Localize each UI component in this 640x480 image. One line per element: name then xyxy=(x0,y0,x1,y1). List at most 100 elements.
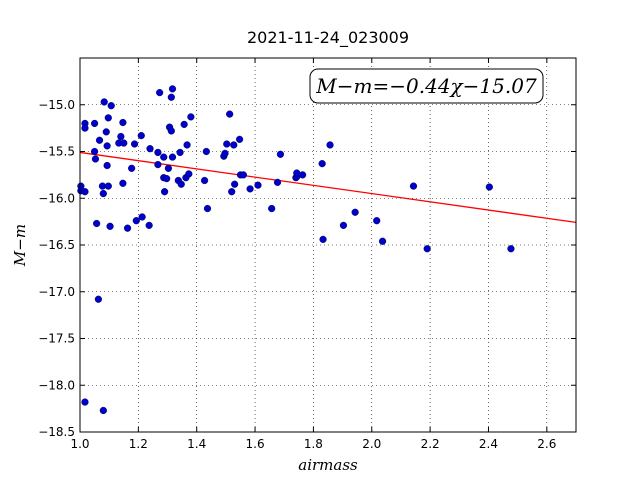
data-point xyxy=(120,139,128,147)
data-point xyxy=(203,204,212,213)
data-point xyxy=(107,102,115,110)
y-tick-label: −15.5 xyxy=(38,145,75,159)
data-point xyxy=(145,221,153,229)
data-point xyxy=(123,224,132,232)
data-point xyxy=(221,149,229,157)
data-point xyxy=(130,140,139,148)
data-point xyxy=(187,113,195,121)
data-point xyxy=(231,180,239,188)
data-point xyxy=(106,222,114,230)
annotation-box xyxy=(309,68,544,104)
data-point xyxy=(202,147,210,156)
data-point xyxy=(168,85,177,93)
chart-title: 2021-11-24_023009 xyxy=(247,28,409,48)
data-point xyxy=(167,127,175,135)
data-point xyxy=(119,118,127,127)
x-tick-label: 1.0 xyxy=(70,437,89,451)
data-point xyxy=(81,188,89,196)
x-tick-label: 1.2 xyxy=(129,437,148,451)
data-point xyxy=(299,171,307,179)
data-point xyxy=(160,153,168,161)
data-point xyxy=(138,213,146,221)
data-point xyxy=(246,185,254,193)
x-tick-label: 1.8 xyxy=(304,437,323,451)
data-point xyxy=(228,188,236,196)
data-point xyxy=(177,180,185,188)
data-point xyxy=(326,141,334,149)
data-point xyxy=(226,110,234,118)
data-point xyxy=(156,88,164,97)
fit-line xyxy=(79,151,577,224)
annotation-text: M−m=−0.44χ−15.07 xyxy=(315,74,537,98)
y-axis-label: M−m xyxy=(11,224,29,267)
x-tick-label: 2.2 xyxy=(421,437,440,451)
data-point xyxy=(161,188,169,196)
y-tick-label: −17.0 xyxy=(38,285,75,299)
x-tick-label: 2.6 xyxy=(537,437,556,451)
data-point xyxy=(351,208,359,216)
data-point xyxy=(164,164,173,172)
data-point xyxy=(154,148,162,157)
axis-ticks: 1.0 1.2 1.4 1.6 1.8 2.0 2.2 2.4 2.6 −15.0 −15.5 −16… xyxy=(38,58,576,451)
data-point xyxy=(146,145,154,153)
data-point xyxy=(132,217,140,225)
data-point xyxy=(239,171,247,179)
data-point xyxy=(409,182,418,190)
data-point xyxy=(223,140,231,148)
y-tick-label: −17.5 xyxy=(38,332,75,346)
data-point xyxy=(485,183,493,191)
data-point xyxy=(176,148,184,157)
data-point xyxy=(117,132,125,141)
data-point xyxy=(373,217,381,225)
x-tick-label: 2.0 xyxy=(362,437,381,451)
data-point xyxy=(128,164,136,172)
x-axis-label: airmass xyxy=(298,456,358,474)
data-point xyxy=(104,114,112,122)
data-point xyxy=(319,235,327,243)
data-point xyxy=(154,160,162,169)
x-tick-label: 2.4 xyxy=(479,437,498,451)
data-point xyxy=(93,219,101,228)
y-tick-label: −16.0 xyxy=(38,191,75,205)
data-point xyxy=(268,204,276,213)
y-tick-label: −18.5 xyxy=(38,425,75,439)
data-point xyxy=(104,182,112,190)
data-point xyxy=(119,179,127,187)
data-point xyxy=(339,221,348,229)
data-point xyxy=(137,132,145,140)
data-point xyxy=(180,120,188,128)
data-point xyxy=(185,170,193,178)
data-point xyxy=(91,155,100,163)
data-points xyxy=(77,85,515,415)
data-point xyxy=(168,153,177,161)
y-tick-label: −15.0 xyxy=(38,98,75,112)
data-point xyxy=(99,406,107,415)
data-point xyxy=(273,178,282,186)
x-tick-label: 1.6 xyxy=(246,437,265,451)
data-point xyxy=(103,161,111,170)
data-point xyxy=(507,245,515,253)
data-point xyxy=(81,124,89,132)
data-point xyxy=(100,98,108,106)
y-tick-label: −18.0 xyxy=(38,378,75,392)
data-point xyxy=(103,142,111,150)
data-point xyxy=(102,128,110,136)
data-point xyxy=(235,135,244,143)
data-point xyxy=(423,245,431,253)
data-point xyxy=(163,175,171,183)
fit-annotation: M−m=−0.44χ−15.07 xyxy=(309,68,544,104)
x-tick-label: 1.4 xyxy=(187,437,206,451)
data-point xyxy=(378,237,387,245)
data-point xyxy=(95,136,104,144)
data-point xyxy=(81,398,89,406)
data-point xyxy=(99,189,107,198)
data-point xyxy=(94,295,102,303)
data-point xyxy=(318,160,326,168)
data-point xyxy=(276,150,285,158)
y-tick-label: −16.5 xyxy=(38,238,75,252)
data-point xyxy=(183,141,191,149)
fit-line-group xyxy=(79,151,577,224)
data-point xyxy=(90,147,99,156)
data-point xyxy=(230,141,238,149)
